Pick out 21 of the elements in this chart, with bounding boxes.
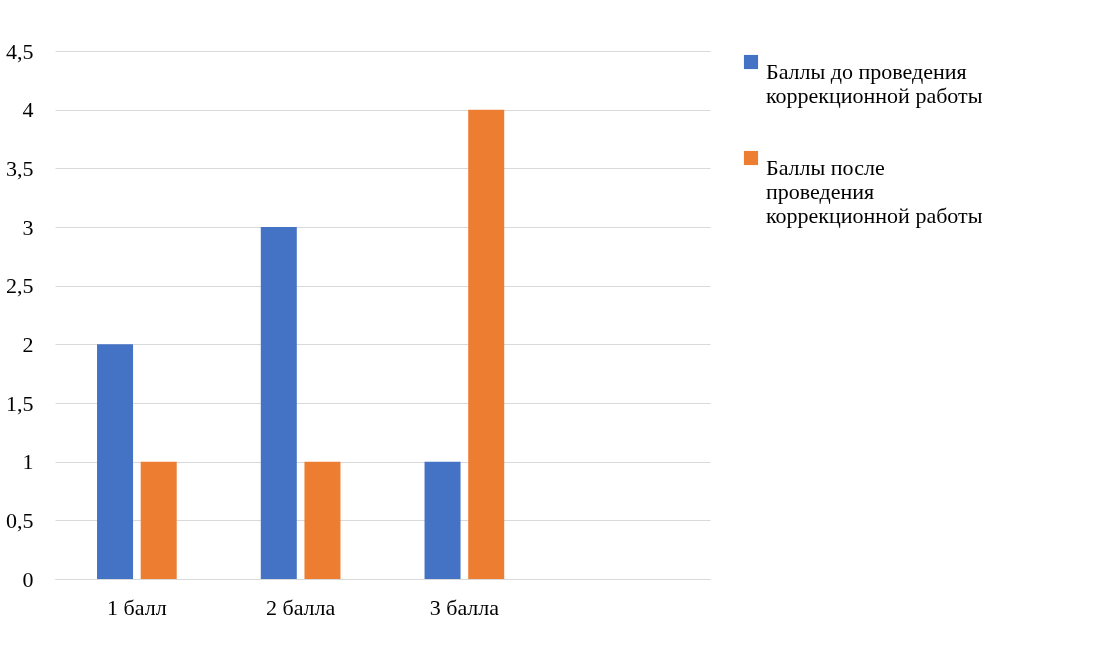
y-tick-label: 2 xyxy=(22,331,34,357)
bar xyxy=(304,461,341,579)
y-tick-label: 4,5 xyxy=(6,38,34,64)
bar xyxy=(468,109,505,579)
y-tick-label: 0,5 xyxy=(6,507,34,533)
x-tick-label: 3 балла xyxy=(429,594,500,620)
y-tick-label: 3,5 xyxy=(6,155,34,181)
y-tick-label: 0 xyxy=(22,566,34,592)
y-tick-label: 3 xyxy=(22,214,34,240)
y-tick-label: 1 xyxy=(22,449,34,475)
legend-label: Баллы до проведения коррекционной работы xyxy=(766,59,983,108)
bar xyxy=(424,461,461,579)
y-tick-label: 4 xyxy=(22,97,34,123)
bar xyxy=(140,461,177,579)
legend-label: Баллы после проведения коррекционной работы xyxy=(766,155,983,228)
y-tick-label: 1,5 xyxy=(6,390,34,416)
x-tick-label: 2 балла xyxy=(265,594,336,620)
y-tick-label: 2,5 xyxy=(6,273,34,299)
bar xyxy=(260,227,297,579)
x-tick-label: 1 балл xyxy=(107,594,167,620)
bar xyxy=(97,344,134,579)
